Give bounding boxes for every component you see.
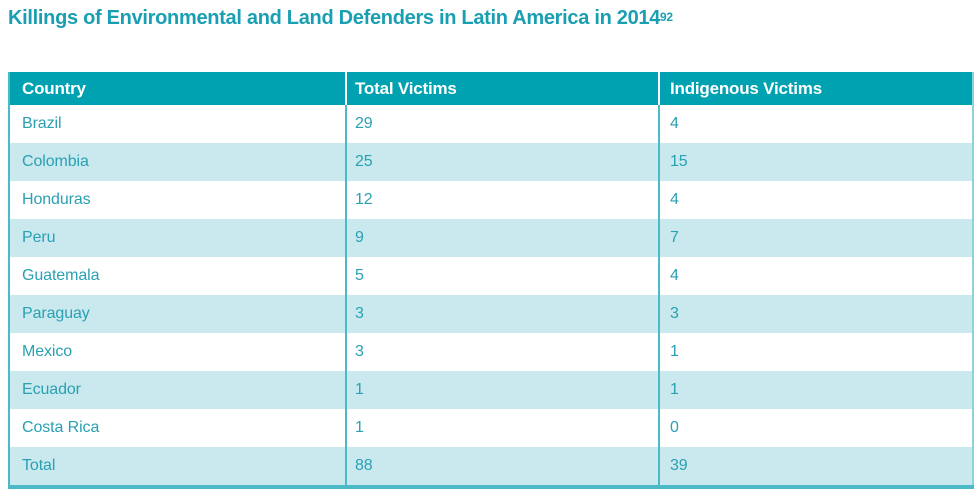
cell-indigenous-victims: 39	[658, 447, 973, 487]
cell-indigenous-victims: 4	[658, 257, 973, 295]
column-header-country: Country	[9, 72, 346, 105]
cell-indigenous-victims: 0	[658, 409, 973, 447]
cell-country: Honduras	[22, 191, 91, 208]
cell-country: Costa Rica	[22, 419, 100, 436]
cell-indigenous-victims: 4	[658, 181, 973, 219]
cell-country: Colombia	[22, 153, 89, 170]
cell-indigenous-victims: 15	[658, 143, 973, 181]
table-row: Mexico 3 1	[9, 333, 973, 371]
cell-indigenous-victims: 1	[658, 371, 973, 409]
column-header-total-victims: Total Victims	[345, 72, 659, 105]
cell-country: Paraguay	[22, 305, 90, 322]
cell-total-victims: 9	[345, 219, 659, 257]
victims-table: Country Total Victims Indigenous Victims…	[8, 72, 974, 489]
table-row: Costa Rica 1 0	[9, 409, 973, 447]
cell-country: Mexico	[22, 343, 73, 360]
cell-total-victims: 25	[345, 143, 659, 181]
cell-country: Total	[22, 457, 56, 474]
cell-country: Brazil	[22, 115, 62, 132]
cell-total-victims: 12	[345, 181, 659, 219]
cell-indigenous-victims: 1	[658, 333, 973, 371]
cell-total-victims: 29	[345, 105, 659, 143]
header-row: Country Total Victims Indigenous Victims	[9, 72, 973, 105]
table-row: Paraguay 3 3	[9, 295, 973, 333]
cell-indigenous-victims: 4	[658, 105, 973, 143]
cell-total-victims: 3	[345, 295, 659, 333]
cell-country: Ecuador	[22, 381, 81, 398]
column-header-indigenous-victims: Indigenous Victims	[658, 72, 973, 105]
table-row: Peru 9 7	[9, 219, 973, 257]
cell-total-victims: 1	[345, 409, 659, 447]
title-text: Killings of Environmental and Land Defen…	[8, 7, 661, 29]
table-row: Guatemala 5 4	[9, 257, 973, 295]
table-row: Honduras 12 4	[9, 181, 973, 219]
cell-total-victims: 88	[345, 447, 659, 487]
cell-total-victims: 3	[345, 333, 659, 371]
table-row-total: Total 88 39	[9, 447, 973, 487]
cell-indigenous-victims: 3	[658, 295, 973, 333]
table-row: Colombia 25 15	[9, 143, 973, 181]
cell-total-victims: 1	[345, 371, 659, 409]
cell-indigenous-victims: 7	[658, 219, 973, 257]
cell-country: Peru	[22, 229, 56, 246]
table-row: Ecuador 1 1	[9, 371, 973, 409]
table-row: Brazil 29 4	[9, 105, 973, 143]
cell-country: Guatemala	[22, 267, 100, 284]
page-title: Killings of Environmental and Land Defen…	[8, 4, 673, 32]
footnote-reference: 92	[660, 10, 673, 24]
cell-total-victims: 5	[345, 257, 659, 295]
